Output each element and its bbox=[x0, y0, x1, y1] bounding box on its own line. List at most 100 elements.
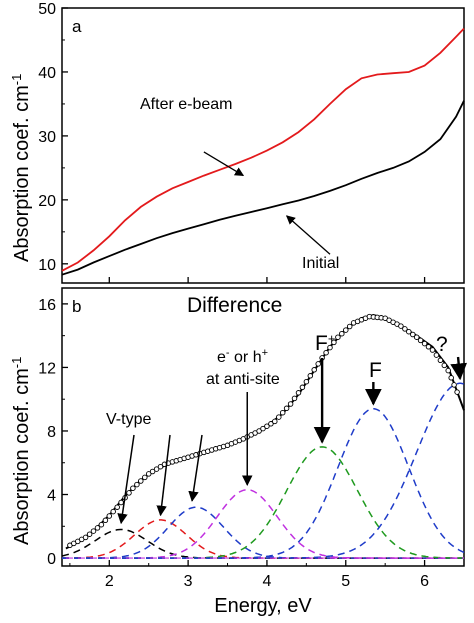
measured-point bbox=[260, 425, 266, 432]
panel-a-y-tick-label: 20 bbox=[38, 193, 56, 210]
panel-b-y-ticks: 0 4 8 12 16 bbox=[38, 297, 68, 568]
measured-point bbox=[145, 471, 152, 477]
measured-point bbox=[149, 468, 156, 475]
panel-a-y-axis-label: Absorption coef. cm-1 bbox=[9, 74, 34, 262]
panel-b-frame bbox=[61, 287, 465, 567]
measured-point bbox=[295, 390, 302, 396]
measured-point bbox=[283, 405, 290, 412]
measured-point bbox=[441, 362, 448, 369]
measured-point bbox=[413, 334, 420, 340]
measured-point bbox=[410, 331, 416, 338]
after-ebeam-label: After e-beam bbox=[140, 96, 232, 113]
panel-a-arrow bbox=[285, 215, 331, 255]
gaussian-component-1 bbox=[61, 528, 464, 559]
measured-point bbox=[451, 382, 457, 388]
series-after-e-beam bbox=[61, 27, 465, 272]
v-type-label: V-type bbox=[106, 411, 151, 428]
panel-b-y-tick-label: 0 bbox=[47, 551, 56, 568]
measured-point bbox=[454, 389, 460, 395]
measured-point bbox=[118, 499, 124, 506]
measured-point bbox=[437, 357, 444, 364]
measured-point bbox=[343, 327, 349, 333]
x-axis-label: Energy, eV bbox=[214, 595, 312, 617]
panel-a-y-tick-label: 40 bbox=[38, 65, 56, 82]
measured-point bbox=[417, 337, 424, 344]
gaussian-component-2 bbox=[62, 519, 464, 559]
measured-point bbox=[303, 378, 310, 385]
panel-b-arrow bbox=[188, 434, 203, 502]
anti-site-e-sup: - bbox=[226, 347, 230, 359]
panel-a-y-axis-sup: -1 bbox=[9, 74, 24, 86]
measured-point bbox=[98, 521, 105, 528]
panel-b-arrow bbox=[450, 356, 468, 381]
f-plus-sup: + bbox=[328, 331, 336, 346]
panel-b-y-axis-label: Absorption coef. cm-1 bbox=[9, 357, 34, 545]
measured-point bbox=[291, 395, 298, 402]
measured-point bbox=[272, 418, 278, 425]
panel-b-components bbox=[61, 382, 465, 559]
panel-a-arrow bbox=[203, 151, 245, 177]
anti-site-label-line2: at anti-site bbox=[206, 371, 280, 388]
measured-point bbox=[106, 513, 113, 519]
measured-point bbox=[102, 517, 109, 524]
anti-site-label-line1: e- or h+ bbox=[217, 347, 268, 366]
measured-point bbox=[433, 352, 440, 358]
gaussian-component-4 bbox=[62, 489, 464, 559]
panel-a-frame bbox=[61, 7, 465, 284]
f-plus-label: F+ bbox=[315, 331, 335, 356]
measured-point bbox=[130, 485, 136, 491]
x-tick-label: 2 bbox=[105, 573, 114, 590]
panel-b-y-tick-label: 12 bbox=[38, 360, 56, 377]
measured-point bbox=[126, 490, 132, 496]
measured-point bbox=[445, 367, 451, 374]
measured-point bbox=[323, 349, 329, 356]
measured-point bbox=[339, 330, 345, 337]
measured-point bbox=[276, 414, 282, 420]
measured-point bbox=[331, 339, 337, 346]
x-tick-label: 4 bbox=[262, 573, 271, 590]
panel-a-y-ticks: 10 20 30 40 50 bbox=[38, 1, 68, 274]
panel-b-y-tick-label: 8 bbox=[47, 424, 56, 441]
panel-a-y-tick-label: 10 bbox=[38, 257, 56, 274]
panel-b-y-axis-text: Absorption coef. cm bbox=[11, 368, 33, 545]
measured-point bbox=[134, 481, 140, 488]
measured-point bbox=[315, 361, 321, 367]
measured-point bbox=[264, 423, 270, 429]
measured-point bbox=[287, 401, 294, 407]
measured-point bbox=[335, 334, 341, 340]
measured-point bbox=[327, 344, 333, 351]
panel-a-series bbox=[61, 27, 465, 276]
panel-b: b Difference 0 4 8 12 16 2 3 4 5 6 V-type e- or … bbox=[38, 277, 468, 590]
measured-point bbox=[114, 504, 120, 510]
measured-point bbox=[402, 326, 408, 332]
measured-point bbox=[448, 375, 454, 381]
anti-site-e: e bbox=[217, 349, 226, 366]
question-label: ? bbox=[436, 333, 448, 356]
measured-point bbox=[157, 463, 164, 470]
measured-point bbox=[406, 328, 412, 335]
panel-a-label: a bbox=[72, 17, 82, 36]
panel-b-y-tick-label: 16 bbox=[38, 297, 56, 314]
anti-site-or: or h bbox=[230, 349, 262, 366]
x-tick-label: 6 bbox=[420, 573, 429, 590]
measured-point bbox=[90, 528, 97, 534]
measured-point bbox=[307, 373, 314, 379]
measured-point bbox=[268, 421, 274, 427]
measured-point bbox=[311, 367, 317, 373]
measured-point bbox=[82, 534, 89, 541]
measured-point bbox=[425, 344, 432, 350]
panel-b-y-tick-label: 4 bbox=[47, 488, 56, 505]
f-label: F bbox=[369, 359, 382, 382]
x-tick-label: 5 bbox=[341, 573, 350, 590]
panel-b-y-axis-sup: -1 bbox=[9, 357, 24, 369]
panel-a-y-tick-label: 30 bbox=[38, 129, 56, 146]
series-initial bbox=[61, 100, 465, 276]
gaussian-component-7 bbox=[62, 382, 465, 559]
measured-point bbox=[86, 531, 93, 537]
panel-b-x-ticks: 2 3 4 5 6 bbox=[69, 277, 429, 590]
measured-point bbox=[429, 347, 436, 353]
measured-point bbox=[398, 323, 404, 329]
difference-title: Difference bbox=[187, 294, 282, 317]
panel-a-y-tick-label: 50 bbox=[38, 1, 56, 18]
